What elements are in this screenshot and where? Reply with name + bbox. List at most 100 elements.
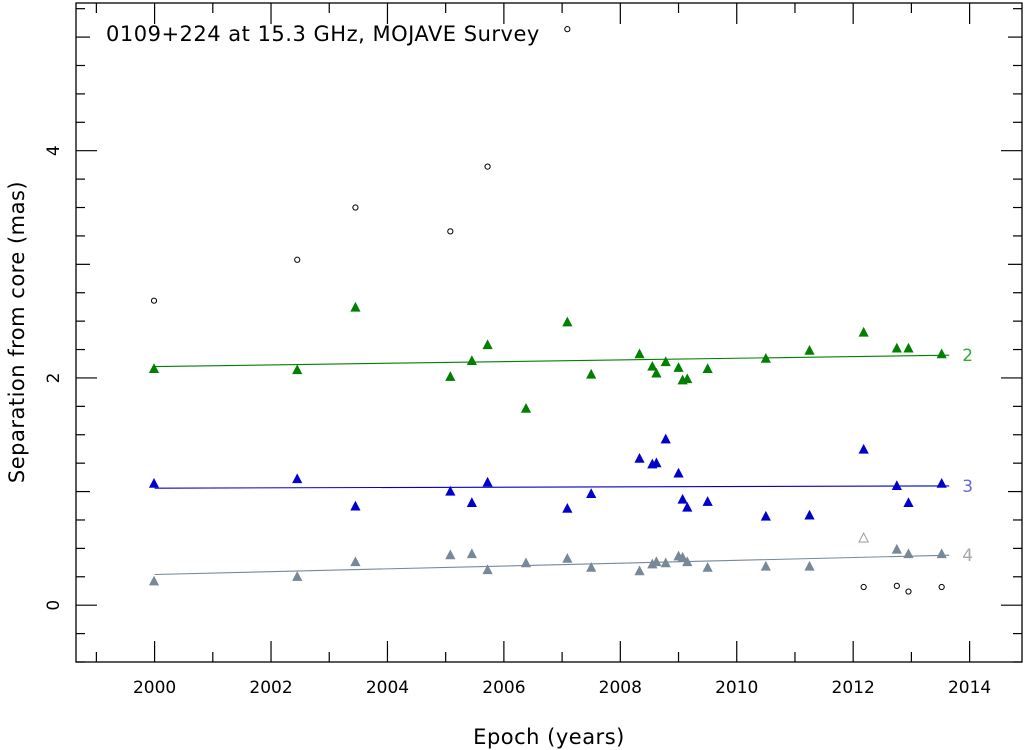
x-tick-label: 2012	[832, 678, 875, 698]
component-2-point	[445, 371, 456, 381]
component-3-point	[482, 476, 493, 487]
component-2-point	[148, 363, 160, 373]
component-4-point	[702, 562, 713, 572]
unassociated-component-point	[447, 228, 454, 235]
component-3-point	[702, 496, 713, 506]
component-4-point	[292, 571, 303, 581]
component-2-point	[804, 345, 815, 355]
component-2-point	[673, 362, 684, 372]
component-4-point	[891, 543, 902, 554]
component-2-point	[562, 316, 573, 327]
component-3-point	[891, 480, 902, 490]
component-3-point	[466, 497, 477, 508]
component-3-point	[562, 502, 573, 513]
x-axis-title: Epoch (years)	[473, 725, 625, 749]
x-tick-label: 2014	[948, 678, 991, 698]
series-label-component-3: 3	[962, 477, 973, 497]
x-tick-label: 2002	[249, 678, 292, 698]
component-2-point	[903, 342, 914, 353]
y-tick-label: 0	[44, 600, 64, 611]
component-4-point	[804, 560, 815, 571]
unassociated-component-point	[893, 582, 900, 589]
component-3-point	[660, 433, 671, 444]
fit-line-component-2	[154, 354, 950, 368]
plot-frame	[75, 2, 1023, 663]
component-2-point	[858, 326, 869, 337]
component-4-point	[350, 556, 361, 567]
y-tick-labels: 0 2 4	[44, 145, 64, 610]
unassociated-component-point	[294, 256, 301, 263]
component-4-point	[482, 564, 493, 575]
series-label-component-4: 4	[962, 546, 973, 566]
x-tick-labels: 2000 2002 2004 2006 2008 2010 2012 2014	[133, 678, 991, 698]
x-tick-label: 2010	[715, 678, 758, 698]
component-4-point	[634, 565, 645, 576]
component-3-point	[903, 497, 914, 508]
series-labels: 2 3 4	[962, 346, 973, 566]
component-4-point	[936, 548, 947, 559]
axis-ticks	[76, 3, 1022, 663]
y-axis-title: Separation from core (mas)	[5, 181, 29, 483]
x-tick-label: 2000	[133, 678, 176, 698]
component-3-point	[936, 477, 947, 488]
data-markers	[148, 26, 947, 595]
component-4-point	[903, 548, 914, 559]
component-3-point	[673, 467, 684, 478]
component-2-point	[682, 373, 693, 384]
component-2-point	[647, 360, 658, 371]
unassociated-component-point	[352, 204, 359, 211]
component-2-point	[936, 348, 947, 359]
chart-title: 0109+224 at 15.3 GHz, MOJAVE Survey	[106, 22, 540, 46]
component-3-point	[677, 493, 688, 504]
component-2-point	[651, 367, 662, 378]
x-tick-label: 2006	[482, 678, 525, 698]
component-3-point	[651, 457, 662, 468]
component-2-point	[891, 342, 902, 353]
component-3-point	[350, 500, 361, 511]
component-2-point	[586, 368, 597, 379]
open-triangle-point	[858, 532, 870, 543]
component-3-point	[760, 510, 771, 521]
component-4-point	[651, 556, 662, 567]
component-2-point	[482, 339, 493, 350]
component-3-point	[682, 501, 693, 512]
fit-line-component-4	[154, 554, 950, 576]
unassociated-component-point	[860, 583, 867, 591]
y-tick-label: 2	[44, 373, 64, 384]
unassociated-component-point	[905, 588, 912, 595]
component-2-point	[634, 348, 645, 359]
component-4-point	[562, 552, 573, 563]
y-tick-label: 4	[44, 145, 64, 156]
component-3-point	[586, 488, 597, 498]
component-4-point	[660, 557, 671, 568]
component-2-point	[466, 355, 477, 366]
component-3-point	[292, 473, 303, 484]
component-4-point	[445, 549, 456, 560]
component-4-point	[586, 562, 597, 572]
component-2-point	[350, 301, 361, 312]
component-4-point	[682, 556, 693, 567]
component-3-point	[804, 509, 815, 520]
component-3-point	[858, 443, 869, 454]
x-tick-label: 2004	[366, 678, 409, 698]
fit-line-component-3	[154, 485, 950, 489]
component-2-point	[660, 356, 671, 367]
component-3-point	[445, 485, 456, 496]
component-4-point	[148, 575, 160, 586]
component-4-point	[466, 548, 477, 559]
unassociated-component-point	[484, 163, 491, 170]
component-2-point	[702, 363, 713, 373]
component-3-point	[148, 477, 160, 488]
fit-lines	[154, 354, 950, 576]
component-4-point	[677, 551, 688, 562]
component-4-point	[520, 557, 532, 568]
x-tick-label: 2008	[599, 678, 642, 698]
component-2-point	[292, 364, 303, 375]
unassociated-component-point	[150, 297, 158, 304]
unassociated-component-point	[564, 26, 571, 33]
unassociated-component-point	[938, 583, 945, 591]
component-3-point	[634, 452, 645, 463]
component-4-point	[760, 560, 771, 571]
component-2-point	[760, 352, 771, 363]
